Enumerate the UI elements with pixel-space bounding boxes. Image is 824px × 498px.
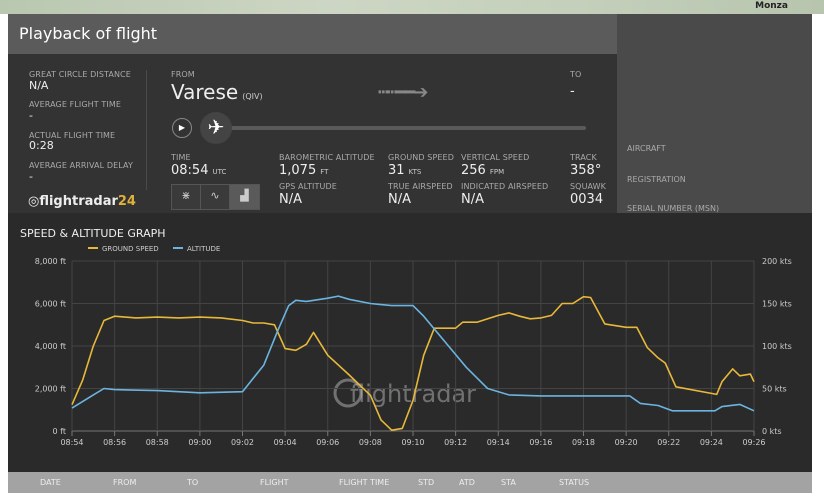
col-atd[interactable]: ATD — [459, 478, 475, 487]
collapse-icon[interactable]: ⋇ — [172, 185, 201, 209]
flightradar24-logo: ◎flightradar24 — [28, 194, 136, 209]
col-flight[interactable]: FLIGHT — [260, 478, 289, 487]
time-label: TIME — [171, 153, 191, 162]
y-right-tick-label: 150 kts — [762, 300, 792, 309]
stat-label: AVERAGE FLIGHT TIME — [29, 100, 122, 109]
msn-label: SERIAL NUMBER (MSN) — [627, 204, 720, 213]
y-left-tick-label: 8,000 ft — [35, 257, 66, 266]
map-background[interactable]: Monza — [0, 0, 824, 14]
watermark-radar-icon — [333, 378, 363, 408]
stat-value: - — [29, 170, 33, 183]
x-tick-label: 09:04 — [274, 438, 297, 447]
y-left-tick-label: 0 ft — [53, 427, 66, 436]
y-left-tick-label: 4,000 ft — [35, 342, 66, 351]
x-tick-label: 09:06 — [316, 438, 339, 447]
graph-title: SPEED & ALTITUDE GRAPH — [20, 227, 166, 240]
y-right-tick-label: 200 kts — [762, 257, 792, 266]
col-date[interactable]: DATE — [40, 478, 61, 487]
stat-value: - — [29, 109, 33, 122]
x-tick-label: 09:18 — [572, 438, 595, 447]
vs-value: 256 FPM — [461, 163, 505, 178]
x-tick-label: 09:16 — [529, 438, 552, 447]
tas-label: TRUE AIRSPEED — [388, 182, 453, 191]
ias-value: N/A — [461, 192, 484, 207]
aircraft-panel: AIRCRAFT REGISTRATION SERIAL NUMBER (MSN… — [617, 14, 812, 213]
col-sta[interactable]: STA — [501, 478, 516, 487]
col-from[interactable]: FROM — [113, 478, 137, 487]
x-tick-label: 09:20 — [615, 438, 638, 447]
col-status[interactable]: STATUS — [559, 478, 590, 487]
y-left-tick-label: 2,000 ft — [35, 385, 66, 394]
from-city: Varese (QIV) — [171, 80, 263, 104]
x-tick-label: 08:58 — [146, 438, 169, 447]
x-tick-label: 09:24 — [700, 438, 723, 447]
graph-icon[interactable]: ▟ — [230, 185, 259, 209]
baro-label: BAROMETRIC ALTITUDE — [279, 153, 375, 162]
squawk-label: SQUAWK — [570, 182, 607, 191]
speed-altitude-graph: SPEED & ALTITUDE GRAPH flightradar 0 ft 0 … — [8, 213, 812, 472]
view-toggle: ⋇ ∿ ▟ — [171, 184, 260, 210]
y-right-tick-label: 50 kts — [762, 385, 787, 394]
gs-label: GROUND SPEED — [388, 153, 454, 162]
plane-slider-handle[interactable]: ✈ — [200, 112, 232, 144]
col-std[interactable]: STD — [418, 478, 435, 487]
gs-value: 31 KTS — [388, 163, 422, 178]
x-tick-label: 09:14 — [487, 438, 510, 447]
ias-label: INDICATED AIRSPEED — [461, 182, 549, 191]
track-value: 358° — [570, 163, 602, 178]
gps-value: N/A — [279, 192, 302, 207]
route-icon[interactable]: ∿ — [201, 185, 230, 209]
x-tick-label: 09:10 — [401, 438, 424, 447]
stat-label: AVERAGE ARRIVAL DELAY — [29, 161, 133, 170]
flight-info-panel: GREAT CIRCLE DISTANCE N/A AVERAGE FLIGHT… — [8, 54, 617, 213]
gps-label: GPS ALTITUDE — [279, 182, 337, 191]
divider — [146, 70, 147, 190]
x-tick-label: 09:02 — [231, 438, 254, 447]
aircraft-label: AIRCRAFT — [627, 144, 666, 153]
col-to[interactable]: TO — [187, 478, 199, 487]
x-tick-label: 08:54 — [60, 438, 83, 447]
track-label: TRACK — [570, 153, 597, 162]
arrow-icon: ┅┅━━➔ — [378, 82, 428, 103]
x-tick-label: 09:26 — [742, 438, 765, 447]
col-flight-time[interactable]: FLIGHT TIME — [339, 478, 390, 487]
to-value: - — [570, 84, 575, 99]
stat-label: GREAT CIRCLE DISTANCE — [29, 70, 131, 79]
stat-value: N/A — [29, 79, 49, 92]
x-tick-label: 09:12 — [444, 438, 467, 447]
to-label: TO — [570, 70, 582, 79]
legend-label: GROUND SPEED — [102, 245, 159, 253]
map-label: Monza — [755, 1, 788, 11]
series-line-altitude — [71, 295, 755, 412]
x-tick-label: 09:22 — [657, 438, 680, 447]
tas-value: N/A — [388, 192, 411, 207]
x-tick-label: 08:56 — [103, 438, 126, 447]
y-left-tick-label: 6,000 ft — [35, 300, 66, 309]
flight-table-header: DATE FROM TO FLIGHT FLIGHT TIME STD ATD … — [8, 472, 812, 493]
from-label: FROM — [171, 70, 195, 79]
vs-label: VERTICAL SPEED — [461, 153, 530, 162]
y-right-tick-label: 100 kts — [762, 342, 792, 351]
stat-value: 0:28 — [29, 139, 54, 152]
stat-label: ACTUAL FLIGHT TIME — [29, 131, 116, 140]
page-title: Playback of flight — [8, 14, 617, 54]
y-right-tick-label: 0 kts — [762, 427, 782, 436]
play-button[interactable]: ▶ — [172, 118, 192, 138]
time-value: 08:54 UTC — [171, 163, 227, 178]
registration-label: REGISTRATION — [627, 175, 686, 184]
baro-value: 1,075 FT — [279, 163, 329, 178]
playback-slider[interactable] — [230, 126, 586, 130]
x-tick-label: 09:08 — [359, 438, 382, 447]
x-tick-label: 09:00 — [188, 438, 211, 447]
squawk-value: 0034 — [570, 192, 604, 207]
legend-label: ALTITUDE — [187, 245, 220, 253]
